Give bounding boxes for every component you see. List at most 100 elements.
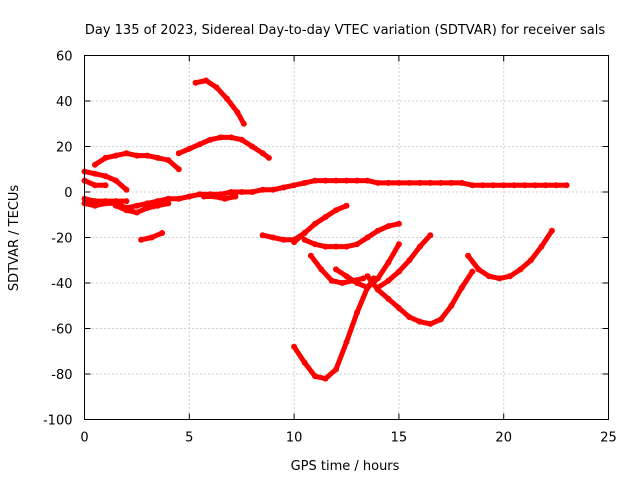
data-point: [92, 182, 98, 189]
data-point: [490, 182, 497, 189]
series-line: [302, 221, 402, 250]
data-point: [496, 275, 503, 282]
data-point: [112, 198, 119, 205]
data-point: [563, 182, 570, 189]
data-point: [395, 220, 402, 227]
data-point: [133, 202, 140, 209]
chart-title: Day 135 of 2023, Sidereal Day-to-day VTE…: [85, 23, 605, 38]
data-point: [527, 257, 534, 264]
data-point: [301, 179, 308, 186]
data-point: [154, 198, 161, 205]
data-point: [102, 154, 109, 161]
y-tick-label: -20: [51, 232, 72, 247]
grid-layer: [84, 55, 609, 420]
data-point: [92, 170, 98, 177]
data-point: [374, 179, 381, 186]
data-point: [112, 202, 119, 209]
data-point: [291, 182, 298, 189]
data-point: [406, 314, 413, 321]
data-point: [307, 252, 314, 259]
x-tick-label: 20: [495, 431, 512, 446]
data-point: [291, 343, 298, 350]
data-point: [133, 209, 140, 216]
data-point: [475, 266, 482, 273]
data-point: [102, 198, 109, 205]
data-point: [234, 109, 241, 116]
y-tick-label: -80: [51, 368, 72, 383]
plot-frame: [84, 55, 609, 420]
data-point: [175, 166, 182, 173]
data-point: [322, 177, 329, 184]
data-point: [354, 280, 360, 286]
data-point: [542, 182, 549, 189]
series-line: [365, 269, 475, 327]
y-tick-label: -40: [51, 277, 72, 292]
data-point: [201, 193, 207, 200]
data-point: [102, 173, 109, 180]
data-point: [465, 252, 472, 259]
y-tick-label: -100: [43, 414, 73, 429]
data-point: [112, 152, 119, 159]
data-point: [322, 243, 329, 250]
data-point: [312, 177, 319, 184]
data-point: [322, 214, 329, 220]
data-point: [364, 284, 371, 291]
data-point: [196, 141, 203, 148]
data-point: [395, 305, 402, 311]
data-point: [416, 179, 423, 186]
data-point: [238, 136, 245, 143]
data-point: [232, 193, 239, 200]
data-point: [265, 154, 272, 161]
data-point: [203, 77, 210, 84]
data-point: [280, 184, 287, 191]
data-point: [364, 273, 371, 280]
data-point: [301, 236, 308, 243]
data-point: [354, 241, 360, 248]
data-point: [112, 177, 119, 184]
series-line: [176, 134, 272, 161]
data-point: [249, 189, 256, 195]
data-point: [548, 227, 555, 234]
data-point: [333, 366, 339, 373]
data-point: [270, 234, 277, 241]
data-point: [92, 198, 98, 205]
data-point: [270, 186, 277, 193]
data-point: [123, 186, 130, 193]
y-axis-label: SDTVAR / TECUs: [7, 185, 22, 292]
data-point: [416, 243, 423, 250]
data-point: [333, 243, 339, 250]
data-point: [479, 182, 486, 189]
x-tick-label: 5: [185, 431, 193, 446]
data-point: [186, 193, 193, 200]
data-point: [207, 136, 214, 143]
data-point: [213, 84, 220, 91]
data-point: [312, 373, 319, 380]
data-point: [333, 177, 339, 184]
data-point: [333, 266, 339, 273]
data-point: [148, 234, 155, 241]
data-point: [144, 200, 151, 207]
data-point: [217, 134, 224, 141]
data-point: [517, 266, 524, 273]
data-point: [448, 179, 455, 186]
x-tick-label: 15: [391, 431, 408, 446]
y-tick-label: -60: [51, 323, 72, 338]
data-point: [343, 177, 350, 184]
data-point: [343, 243, 350, 250]
data-point: [144, 204, 151, 211]
data-point: [259, 150, 266, 157]
series-line: [193, 78, 247, 127]
data-point: [240, 120, 247, 127]
data-point: [406, 257, 413, 264]
data-point: [92, 161, 98, 168]
data-point: [374, 227, 381, 234]
data-point: [437, 316, 444, 323]
data-point: [538, 243, 545, 250]
data-point: [102, 182, 109, 189]
data-point: [339, 280, 346, 286]
data-point: [133, 152, 140, 159]
data-point: [221, 195, 228, 202]
data-point: [192, 79, 199, 86]
data-point: [259, 186, 266, 193]
data-point: [175, 195, 182, 202]
